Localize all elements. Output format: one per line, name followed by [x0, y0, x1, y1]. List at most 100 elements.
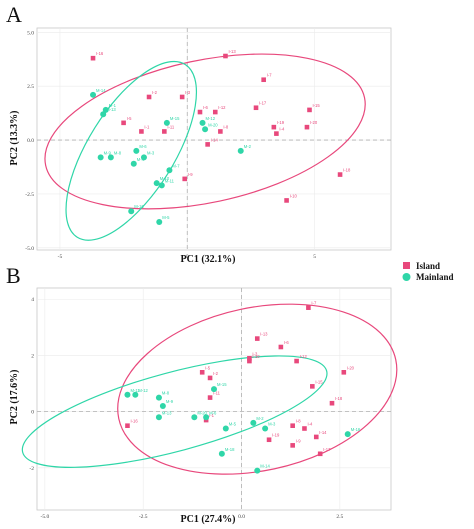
- panel-a-point-label: M-5: [162, 215, 170, 220]
- panel-b-ellipse-island: [117, 303, 398, 475]
- panel-a-point-label: I-20: [310, 120, 318, 125]
- panel-a-point-label: I-11: [167, 124, 175, 129]
- panel-a-point-label: M-10: [160, 176, 170, 181]
- panel-letter-b: B: [6, 263, 21, 288]
- panel-b-point-island: [247, 355, 252, 361]
- panel-b-point-label: M-18: [225, 447, 235, 452]
- panel-a-point-label: M-11: [165, 178, 175, 183]
- panel-b-point-mainland: [155, 394, 162, 401]
- panel-b-point-mainland: [203, 414, 210, 421]
- panel-a-ytick-label: 0.0: [27, 138, 34, 144]
- panel-a-point-label: M-3: [147, 150, 155, 155]
- panel-b-point-island: [199, 370, 205, 375]
- legend-island-label: Island: [416, 261, 440, 271]
- panel-b-point-island: [313, 434, 319, 440]
- panel-b-point-label: I-8: [296, 419, 302, 424]
- panel-b-point-label: M-3: [268, 422, 276, 427]
- panel-a-ytick-label: -5.0: [25, 246, 34, 252]
- panel-b-point-label: I-4: [307, 422, 313, 427]
- panel-b-ylabel: PC2 (17.6%): [9, 370, 20, 425]
- panel-a-xtick-label: 5: [313, 254, 316, 260]
- panel-b-point-island: [341, 370, 347, 375]
- panel-a-point-label: I-10: [290, 193, 298, 198]
- panel-a-point-label: I-16: [96, 51, 104, 56]
- panel-a-point-island: [197, 109, 203, 115]
- legend: Island Mainland: [402, 261, 454, 282]
- panel-b-point-label: I-17: [323, 447, 331, 452]
- panel-a-point-mainland: [97, 154, 104, 161]
- panel-a-point-mainland: [202, 126, 209, 133]
- panel-b-point-label: I-16: [130, 419, 138, 424]
- panel-b-point-label: I-20: [347, 365, 355, 370]
- panel-a-xlabel: PC1 (32.1%): [181, 254, 236, 265]
- panel-a-plot: -5 0 5 -5.0 -2.5 0.0 2.5 5.0 I-16 I-13 I-7 I-3 I-2 I-…: [25, 27, 392, 260]
- panel-a-point-label: I-17: [259, 101, 267, 106]
- panel-a-point-label: I-13: [228, 49, 236, 54]
- panel-a-point-label: M-1: [109, 103, 117, 108]
- panel-b-point-mainland: [155, 414, 162, 421]
- panel-b-point-label: M-16: [351, 427, 361, 432]
- panel-a-point-label: M-13: [106, 107, 116, 112]
- panel-a-point-label: M-9: [104, 150, 112, 155]
- panel-a-ellipse-mainland: [65, 60, 198, 241]
- panel-a-ytick-label: 2.5: [27, 84, 34, 90]
- panel-a-point-island: [139, 129, 144, 134]
- panel-a-point-mainland: [199, 119, 206, 126]
- panel-b-point-mainland: [124, 391, 131, 398]
- panel-a-point-mainland: [140, 154, 147, 161]
- panel-a-point-label: M-8: [114, 150, 122, 155]
- panel-b-point-mainland: [254, 467, 261, 474]
- panel-a-point-mainland: [100, 111, 107, 118]
- panel-a-point-island: [274, 131, 279, 136]
- panel-a-point-label: I-12: [218, 105, 226, 110]
- legend-mainland-label: Mainland: [416, 272, 454, 282]
- panel-b-point-island: [290, 443, 295, 448]
- panel-a-point-island: [212, 109, 218, 115]
- panel-b-point-label: M-13: [162, 410, 172, 415]
- panel-a-point-island: [304, 124, 310, 130]
- panel-b-point-island: [310, 384, 315, 389]
- panel-a-point-island: [223, 53, 228, 59]
- panel-a-point-label: M-14: [96, 88, 106, 93]
- panel-b-point-island: [317, 451, 323, 457]
- panel-b-point-label: I-15: [315, 379, 323, 384]
- panel-b-point-mainland: [218, 450, 225, 457]
- panel-a-ytick-label: -2.5: [25, 192, 34, 198]
- panel-a-point-mainland: [153, 180, 160, 187]
- panel-b-ytick-label: 2: [31, 353, 34, 359]
- panel-b-point-label: M-20: [197, 410, 207, 415]
- panel-b-point-island: [329, 400, 335, 406]
- panel-a-point-label: M-20: [208, 122, 218, 127]
- panel-b-ellipse-mainland: [21, 355, 328, 468]
- panel-a-point-label: I-5: [127, 116, 133, 121]
- panel-b-point-island: [266, 437, 272, 443]
- panel-b-point-island: [294, 358, 299, 364]
- panel-b-point-island: [306, 305, 311, 310]
- panel-a-point-mainland: [158, 182, 165, 189]
- panel-b-point-label: M-6: [209, 410, 217, 415]
- panel-b-point-label: M-11: [130, 388, 140, 393]
- panel-a-point-island: [205, 142, 210, 147]
- panel-a-ylabel: PC2 (13.3%): [9, 111, 20, 166]
- panel-a-point-mainland: [156, 218, 163, 225]
- panel-b-point-label: M-15: [217, 382, 227, 387]
- panel-b-xlabel: PC1 (27.4%): [181, 514, 236, 525]
- panel-b-point-label: M-5: [229, 422, 237, 427]
- panel-a-point-label: I-15: [313, 103, 321, 108]
- panel-b-point-label: M-9: [166, 399, 174, 404]
- panel-b-point-label: I-13: [260, 332, 268, 337]
- panel-b-point-label: I-1: [209, 413, 215, 418]
- panel-a-point-mainland: [163, 119, 170, 126]
- panel-a-point-label: M-15: [170, 116, 180, 121]
- panel-b-point-label: M-2: [256, 416, 264, 421]
- panel-a-point-label: M-6: [139, 144, 147, 149]
- panel-a-point-label: I-2: [152, 90, 158, 95]
- panel-b-point-island: [207, 395, 213, 400]
- panel-b-point-island: [302, 426, 307, 431]
- panel-a-point-mainland: [128, 208, 135, 215]
- panel-a-point-label: I-8: [223, 124, 229, 129]
- panel-a-point-island: [284, 198, 289, 203]
- panel-b-ytick-label: -2: [29, 466, 34, 472]
- panel-b-plot: -5.0 -2.5 0.0 2.5 -2 0 2 4 I-7 I-13 I-6 I-12 I-3 I-20…: [21, 287, 398, 520]
- panel-a-point-label: M-2: [244, 144, 252, 149]
